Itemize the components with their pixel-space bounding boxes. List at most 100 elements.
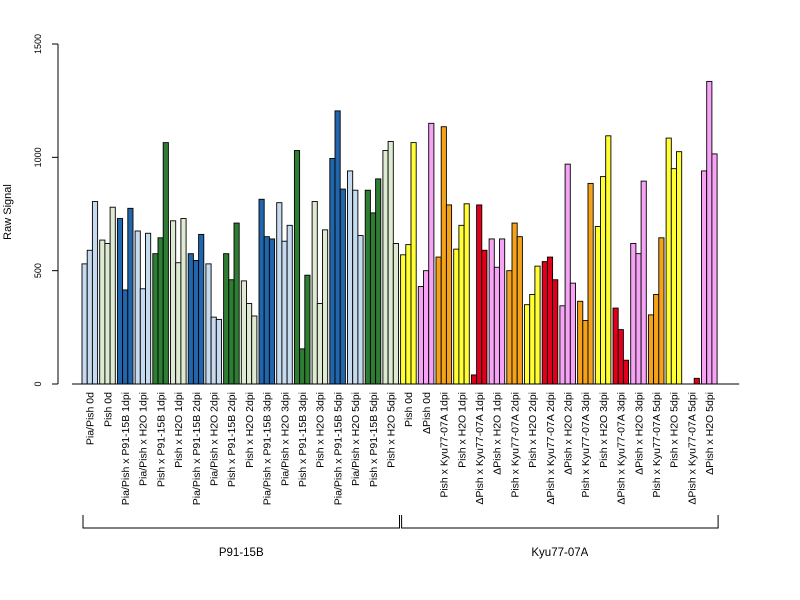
bar (175, 262, 182, 385)
bar (541, 261, 548, 385)
bar (139, 288, 146, 385)
x-tick-label: Pish x P91-15B 2dpi (226, 392, 238, 487)
group-bracket (401, 515, 719, 529)
bar (647, 314, 655, 385)
bar (276, 202, 283, 385)
bar (577, 300, 584, 385)
bar (251, 315, 258, 385)
bar (334, 110, 341, 385)
bar (594, 226, 601, 385)
bar (423, 270, 430, 385)
bar (622, 359, 630, 385)
bar (529, 294, 536, 385)
x-tick-label: Pia/Pish x P91-15B 5dpi (332, 392, 344, 505)
bar (693, 377, 700, 385)
y-axis: 0 500 1000 1500 (33, 34, 59, 387)
bar (109, 206, 116, 385)
bar (352, 189, 359, 385)
x-tick-label: Pish x P91-15B 1dpi (155, 392, 167, 487)
bar (516, 236, 523, 385)
bar (116, 218, 124, 385)
bar (198, 233, 205, 385)
bar (210, 316, 217, 385)
bar (223, 253, 230, 385)
bar (506, 270, 513, 385)
group-brackets: P91-15B Kyu77-07A (82, 515, 719, 559)
bar (587, 182, 594, 385)
bar (658, 237, 665, 385)
x-tick-label: Pish x Kyu77-07A 1dpi (439, 392, 451, 498)
bars (81, 80, 718, 385)
bar (653, 294, 660, 385)
bar (635, 253, 642, 385)
x-tick-label: ΔPish x H2O 1dpi (492, 392, 504, 475)
bar (122, 289, 129, 385)
x-tick-label: Pish x H2O 2dpi (244, 392, 256, 468)
bar (676, 151, 683, 385)
x-axis-labels: Pia/Pish 0d Pish 0d Pia/Pish x P91-15B 1dp… (85, 392, 716, 505)
bar (640, 180, 647, 385)
bar (375, 178, 382, 385)
x-tick-label: Pish x H2O 3dpi (598, 392, 610, 468)
x-tick-label: Pia/Pish x H2O 5dpi (350, 392, 362, 486)
bar (552, 279, 559, 385)
bar (440, 126, 447, 385)
x-tick-label: Pia/Pish x H2O 1dpi (138, 392, 150, 486)
bar (392, 243, 399, 385)
group-label: P91-15B (219, 547, 264, 559)
y-tick-label: 1500 (33, 34, 43, 54)
bar (364, 189, 371, 385)
bar (162, 142, 169, 385)
bar (435, 256, 442, 385)
bar (410, 142, 417, 385)
bar (104, 243, 111, 385)
bar (706, 80, 713, 385)
x-tick-label: Pia/Pish x H2O 2dpi (208, 392, 220, 486)
group-bracket (82, 515, 400, 529)
bar (127, 207, 134, 385)
bar (134, 230, 141, 385)
bar (268, 238, 276, 385)
bar (81, 263, 88, 385)
bar (187, 253, 194, 385)
bar (281, 240, 288, 385)
bar (417, 286, 424, 385)
bar (701, 170, 708, 385)
bar (86, 249, 93, 385)
x-tick-label: ΔPish x H2O 3dpi (633, 392, 645, 475)
bar (600, 176, 607, 385)
x-tick-label: Pish x H2O 1dpi (456, 392, 468, 468)
x-tick-label: Pia/Pish x H2O 3dpi (279, 392, 291, 486)
bar (445, 204, 453, 385)
bar (286, 224, 293, 385)
x-tick-label: ΔPish x Kyu77-07A 3dpi (616, 392, 628, 505)
x-tick-label: ΔPish x Kyu77-07A 1dpi (474, 392, 486, 505)
bar (228, 279, 235, 385)
x-tick-label: Pish 0d (102, 392, 114, 427)
bar (582, 320, 589, 385)
bar (476, 204, 483, 385)
x-tick-label: Pish x H2O 3dpi (315, 392, 327, 468)
x-tick-label: ΔPish x Kyu77-07A 2dpi (545, 392, 557, 505)
bar (534, 265, 541, 385)
bar (670, 168, 677, 385)
bar (91, 201, 99, 385)
bar (215, 318, 222, 385)
x-tick-label: Pia/Pish x P91-15B 1dpi (120, 392, 132, 505)
y-tick-label: 0 (33, 381, 43, 386)
bar (711, 153, 718, 385)
bar (339, 188, 346, 385)
bar (458, 224, 465, 385)
bar (293, 150, 301, 385)
bar (157, 237, 164, 385)
bar (299, 348, 306, 385)
bar (630, 243, 637, 385)
bar (316, 303, 323, 385)
bar (605, 135, 612, 385)
x-tick-label: ΔPish 0d (421, 392, 433, 434)
bar (564, 163, 571, 385)
bar (387, 141, 394, 385)
x-tick-label: Pia/Pish x P91-15B 3dpi (262, 392, 274, 505)
x-tick-label: Pia/Pish x P91-15B 2dpi (191, 392, 203, 505)
